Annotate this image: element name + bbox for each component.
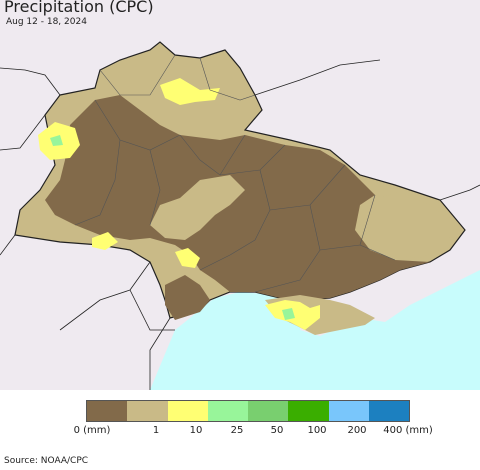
light-zone-east: [365, 192, 455, 258]
wet-zone-west: [50, 135, 63, 146]
map-subtitle: Aug 12 - 18, 2024: [6, 17, 87, 27]
moderate-zone-southwest: [92, 232, 118, 250]
legend-label: 0 (mm): [73, 425, 111, 436]
moderate-zone-north: [160, 78, 220, 105]
legend-label: 100: [307, 425, 327, 436]
black-sea: [150, 270, 480, 390]
legend-swatch: [328, 401, 369, 421]
legend-swatch: [87, 401, 128, 421]
wet-zone-crimea: [282, 308, 295, 320]
legend-colorbar: [86, 400, 410, 422]
source-credit: Source: NOAA/CPC: [4, 456, 89, 466]
legend-swatch: [207, 401, 248, 421]
light-zone-central: [150, 175, 245, 240]
oblast-boundaries: [74, 54, 396, 293]
moderate-zone-odesa: [175, 248, 200, 268]
map-title: Precipitation (CPC): [4, 0, 154, 16]
legend-swatch: [288, 401, 329, 421]
neighbor-borders: [0, 59, 480, 390]
legend-label: 50: [270, 425, 284, 436]
precipitation-map: [0, 0, 480, 390]
legend-label: 25: [230, 425, 244, 436]
legend-swatch: [248, 401, 289, 421]
legend-labels: 0 (mm) 1 10 25 50 100 200 400 (mm): [70, 425, 433, 439]
legend-swatch: [167, 401, 208, 421]
legend-swatch: [127, 401, 168, 421]
legend-label: 200: [347, 425, 367, 436]
map-canvas: [0, 41, 480, 390]
legend-label: 1: [152, 425, 160, 436]
legend-swatch: [368, 401, 409, 421]
legend-label: 400 (mm): [383, 425, 433, 436]
dry-zone-south: [165, 275, 210, 320]
legend-label: 10: [189, 425, 203, 436]
